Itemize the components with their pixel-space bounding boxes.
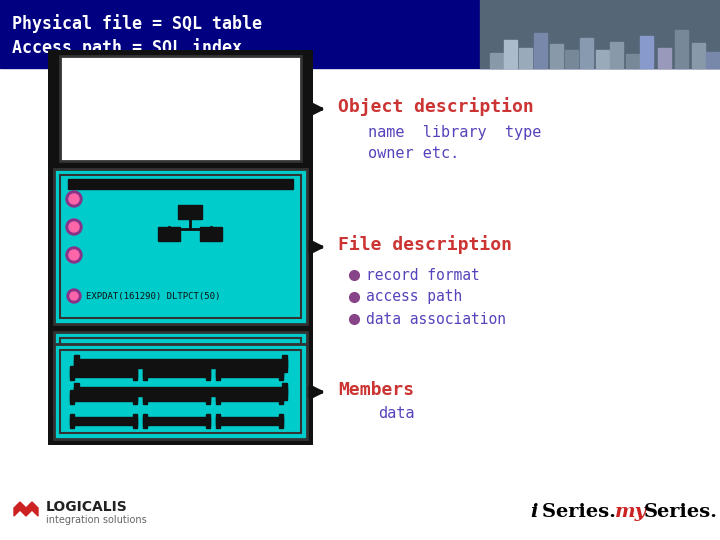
- Text: i: i: [530, 503, 537, 521]
- Bar: [534, 33, 547, 68]
- Circle shape: [66, 219, 82, 235]
- Text: EXPDAT(161290) DLTPCT(50): EXPDAT(161290) DLTPCT(50): [86, 292, 220, 300]
- Bar: [610, 42, 623, 68]
- Bar: [206, 366, 210, 380]
- Bar: [0, 0, 720, 68]
- Bar: [282, 383, 287, 400]
- Text: Series.: Series.: [542, 503, 623, 521]
- Bar: [596, 50, 609, 68]
- Bar: [504, 40, 517, 68]
- Bar: [216, 390, 220, 404]
- Bar: [206, 390, 210, 404]
- Circle shape: [67, 289, 81, 303]
- Circle shape: [66, 191, 82, 207]
- Bar: [74, 383, 79, 400]
- Bar: [565, 50, 578, 68]
- Circle shape: [66, 247, 82, 263]
- Text: Members: Members: [338, 381, 414, 399]
- Bar: [143, 414, 147, 428]
- Bar: [692, 43, 705, 68]
- Bar: [550, 44, 563, 68]
- Bar: [70, 417, 137, 425]
- Bar: [70, 390, 74, 404]
- Text: integration solutions: integration solutions: [46, 515, 147, 525]
- Bar: [143, 366, 147, 380]
- Bar: [143, 417, 210, 425]
- Text: data: data: [378, 407, 415, 422]
- Bar: [60, 350, 301, 433]
- Circle shape: [70, 292, 78, 300]
- Bar: [216, 393, 283, 401]
- Text: Physical file = SQL table: Physical file = SQL table: [12, 15, 262, 33]
- Circle shape: [69, 194, 79, 204]
- Bar: [279, 414, 283, 428]
- Bar: [54, 344, 307, 439]
- Bar: [70, 393, 137, 401]
- Bar: [68, 179, 293, 189]
- Bar: [216, 414, 220, 428]
- Bar: [580, 38, 593, 68]
- Bar: [216, 417, 283, 425]
- Bar: [519, 48, 532, 68]
- Text: Series.: Series.: [644, 503, 718, 521]
- Bar: [143, 393, 210, 401]
- Bar: [48, 50, 313, 445]
- Text: Access path = SQL index: Access path = SQL index: [12, 38, 242, 57]
- Bar: [60, 175, 301, 318]
- Bar: [216, 366, 220, 380]
- Bar: [640, 36, 653, 68]
- Text: owner etc.: owner etc.: [368, 145, 459, 160]
- Bar: [143, 390, 147, 404]
- Bar: [54, 56, 307, 439]
- Bar: [54, 169, 307, 324]
- Text: access path: access path: [366, 289, 462, 305]
- Bar: [70, 414, 74, 428]
- Bar: [70, 366, 74, 380]
- Text: my: my: [615, 503, 647, 521]
- Bar: [200, 227, 222, 241]
- Circle shape: [69, 250, 79, 260]
- Text: name  library  type: name library type: [368, 125, 541, 140]
- Polygon shape: [14, 502, 38, 516]
- Text: Object description: Object description: [338, 98, 534, 117]
- Bar: [675, 30, 688, 68]
- Bar: [60, 56, 301, 161]
- Bar: [158, 227, 180, 241]
- Bar: [74, 359, 287, 368]
- Bar: [133, 366, 137, 380]
- Bar: [626, 54, 639, 68]
- Bar: [74, 387, 287, 396]
- Bar: [60, 338, 301, 408]
- Bar: [216, 369, 283, 377]
- Text: data association: data association: [366, 312, 506, 327]
- Bar: [706, 52, 719, 68]
- Bar: [279, 390, 283, 404]
- Bar: [143, 369, 210, 377]
- Text: File description: File description: [338, 235, 512, 254]
- Text: LOGICALIS: LOGICALIS: [46, 500, 127, 514]
- Bar: [70, 369, 137, 377]
- Bar: [658, 48, 671, 68]
- Bar: [133, 390, 137, 404]
- Circle shape: [69, 222, 79, 232]
- Bar: [480, 0, 720, 68]
- Bar: [490, 53, 503, 68]
- Text: record format: record format: [366, 267, 480, 282]
- Bar: [178, 205, 202, 219]
- Bar: [282, 355, 287, 372]
- Bar: [279, 366, 283, 380]
- Bar: [133, 414, 137, 428]
- Bar: [54, 332, 307, 414]
- Bar: [74, 355, 79, 372]
- Bar: [206, 414, 210, 428]
